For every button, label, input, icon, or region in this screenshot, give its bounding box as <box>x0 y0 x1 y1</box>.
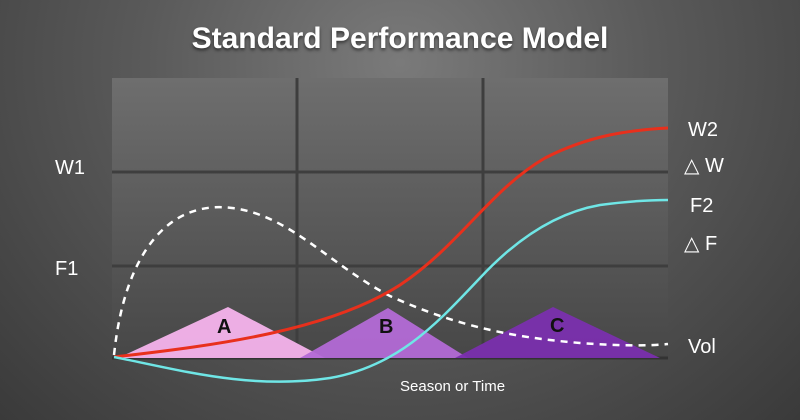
zone-c-label: C <box>550 315 564 337</box>
zone-b-label: B <box>379 316 393 338</box>
zone-c-triangle <box>455 307 660 358</box>
label-w2: W2 <box>688 119 718 141</box>
x-axis-label: Season or Time <box>400 378 505 395</box>
fitness-curve <box>113 198 669 383</box>
label-w1: W1 <box>55 157 85 179</box>
label-vol: Vol <box>688 336 716 358</box>
label-delta-w: △ W <box>684 155 724 177</box>
label-f1: F1 <box>55 258 78 280</box>
label-delta-f: △ F <box>684 233 717 255</box>
label-f2: F2 <box>690 195 713 217</box>
zone-b-triangle <box>300 308 468 358</box>
zone-a-triangle <box>118 307 325 358</box>
page-title: Standard Performance Model <box>191 22 609 55</box>
work-curve <box>113 126 669 359</box>
zone-a-label: A <box>217 316 231 338</box>
